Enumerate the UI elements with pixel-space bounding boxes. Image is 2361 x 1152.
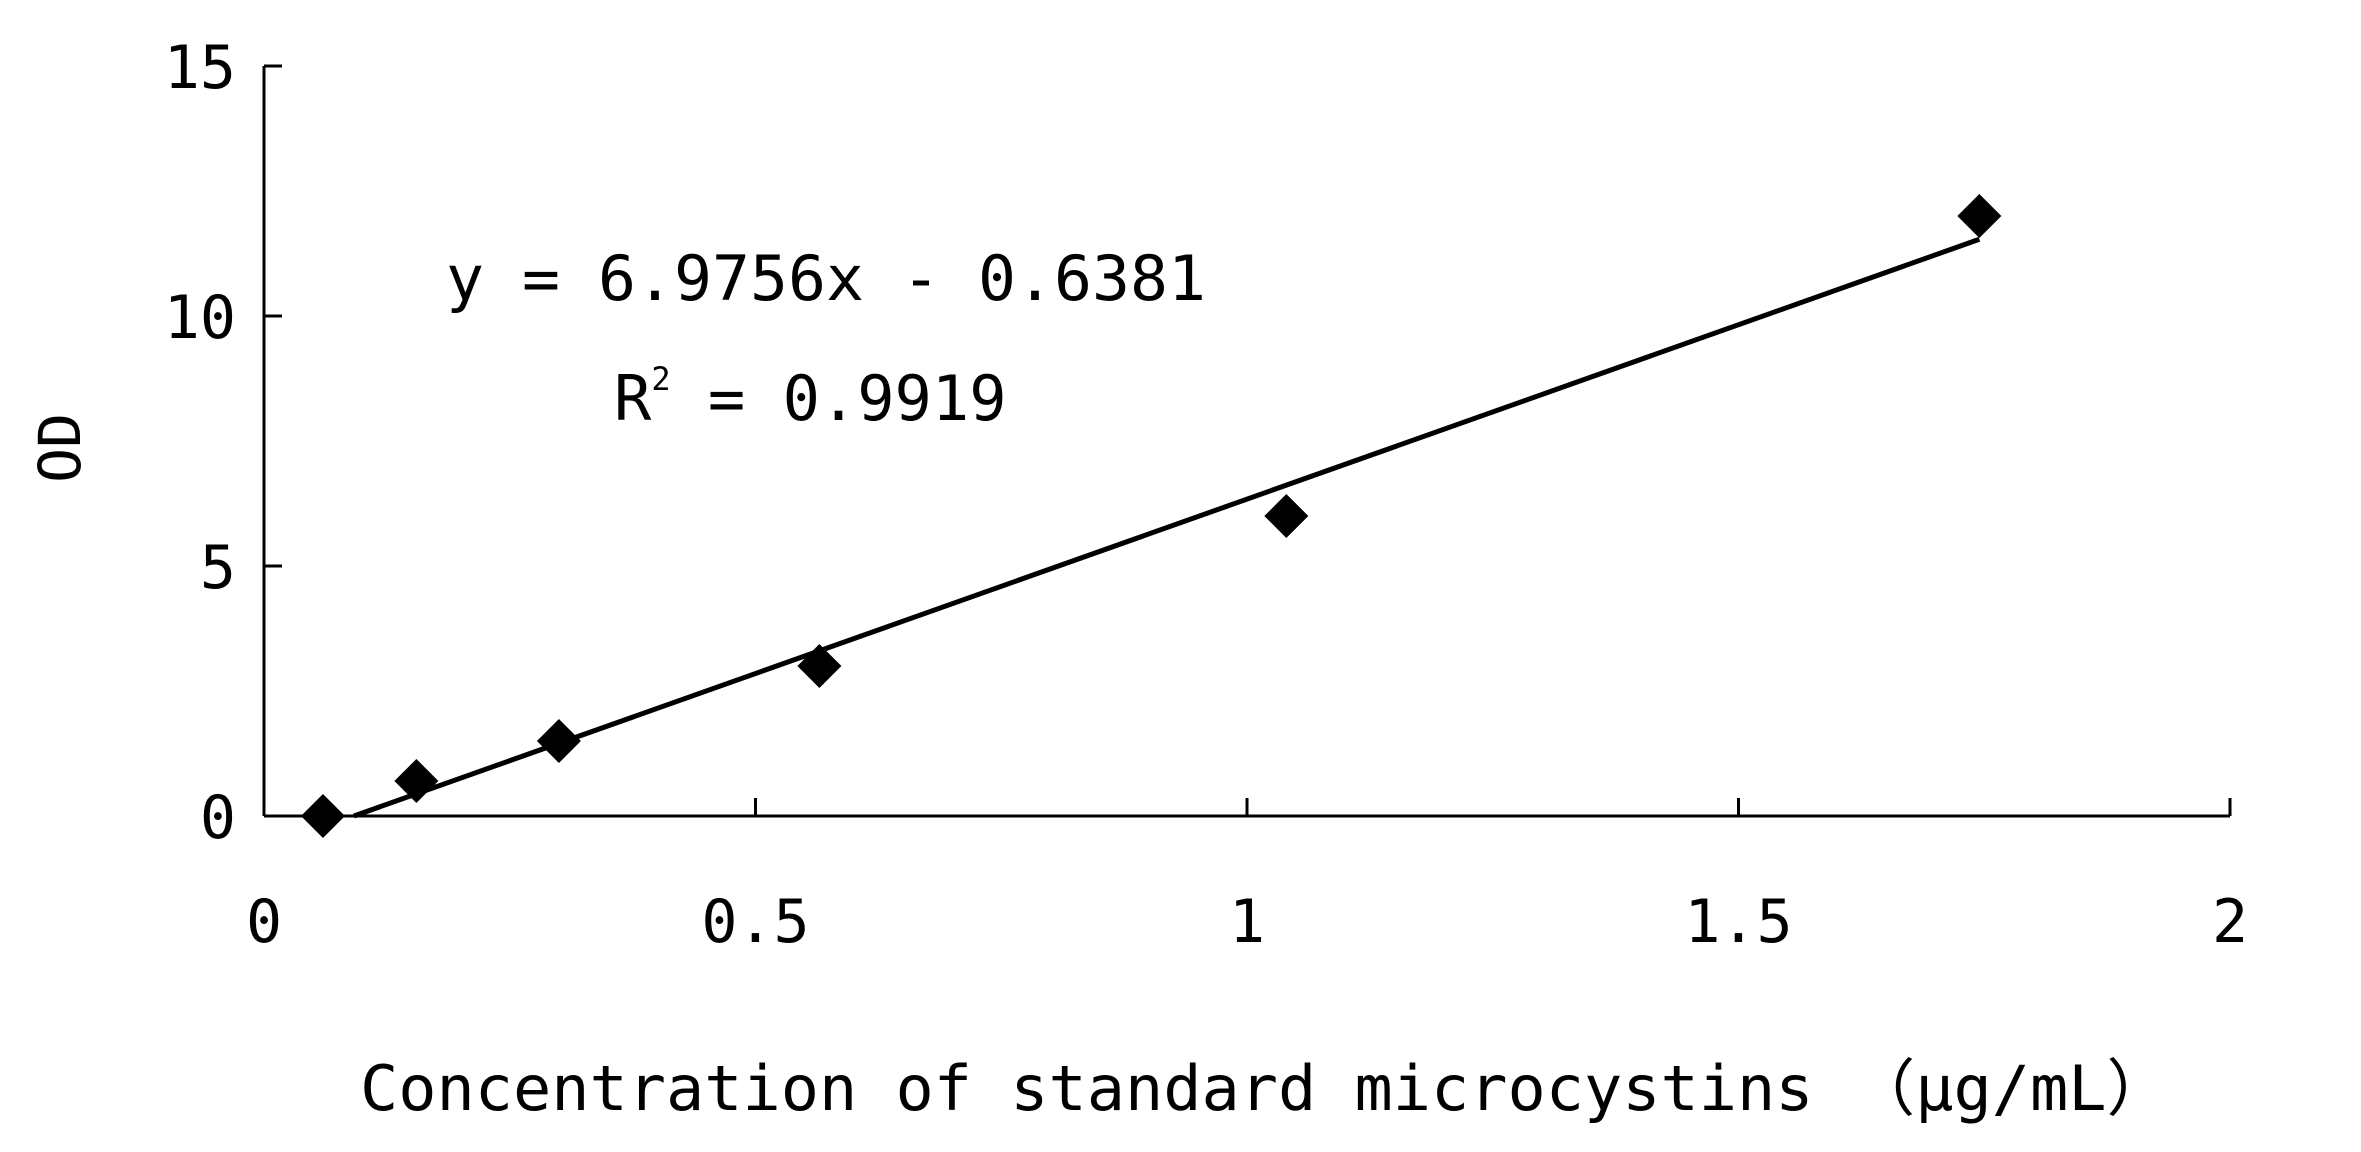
trendline-group [353,236,1981,819]
y-axis-label: OD [26,413,94,483]
x-tick-label: 2 [2212,887,2248,957]
data-point [1957,194,2002,238]
y-tick-label: 5 [200,533,236,603]
axes [262,66,2230,818]
x-axis-label: Concentration of standard microcystins （… [360,1052,2170,1125]
data-point [300,794,345,838]
data-point [536,719,581,763]
x-tick-label: 1 [1229,887,1265,957]
data-point [797,644,842,688]
data-point [394,759,439,803]
y-tick-label: 0 [200,783,236,853]
data-point [1264,494,1309,538]
y-tick-label: 15 [164,33,236,103]
axis-ticks: 0 5 10 15 0 0.5 1 1.5 2 [164,33,2248,957]
x-tick-label: 0.5 [701,887,809,957]
r-squared-superscript: 2 [651,360,670,398]
trendline [353,236,1981,819]
y-tick-label: 10 [164,283,236,353]
x-tick-label: 0 [246,887,282,957]
r-squared-label: R2 = 0.9919 [614,360,1007,435]
r-squared-prefix: R [614,362,652,435]
x-tick-label: 1.5 [1684,887,1792,957]
r-squared-value: = 0.9919 [671,362,1007,435]
data-points [300,194,2002,838]
trendline-equation: y = 6.9756x - 0.6381 [446,242,1206,315]
